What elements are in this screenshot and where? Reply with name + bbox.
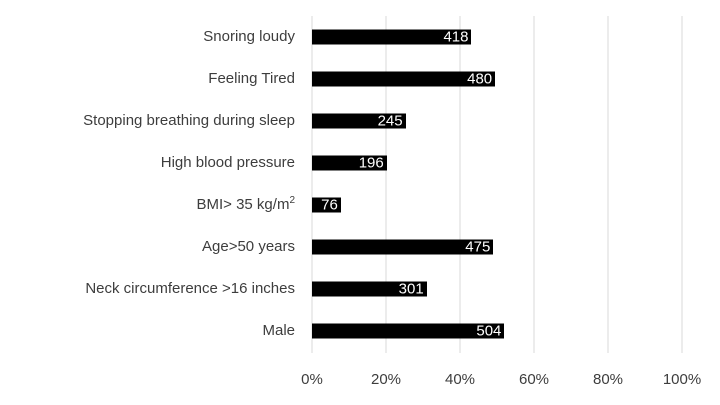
category-label: Male xyxy=(262,321,295,339)
bar-track: 245 xyxy=(312,100,682,142)
bar-row: BMI> 35 kg/m2 76 xyxy=(0,184,720,226)
category-label: High blood pressure xyxy=(160,153,295,171)
bar-row: Snoring loudy 418 xyxy=(0,16,720,58)
x-axis-tick-label: 0% xyxy=(301,371,323,388)
bar-value-label: 245 xyxy=(377,112,403,130)
bar: 418 xyxy=(312,28,472,46)
x-axis: 0% 20% 40% 60% 80% 100% xyxy=(301,371,701,393)
gridline xyxy=(459,16,461,353)
bar-value-label: 196 xyxy=(358,154,384,172)
bar: 76 xyxy=(312,196,341,214)
bar-value-label: 76 xyxy=(321,196,338,214)
category-label: BMI> 35 kg/m2 xyxy=(196,194,295,213)
bar-track: 475 xyxy=(312,226,682,268)
bar-track: 76 xyxy=(312,184,682,226)
category-label: Feeling Tired xyxy=(208,69,295,87)
bar-track: 504 xyxy=(312,310,682,352)
bar-value-label: 475 xyxy=(465,238,491,256)
plot-area xyxy=(311,16,683,353)
x-axis-tick-label: 60% xyxy=(518,371,550,388)
bar-track: 480 xyxy=(312,58,682,100)
category-label: Stopping breathing during sleep xyxy=(83,111,295,129)
category-label: Snoring loudy xyxy=(203,27,295,45)
gridline xyxy=(533,16,535,353)
x-axis-tick-label: 100% xyxy=(662,371,702,388)
bar: 196 xyxy=(312,154,387,172)
gridline xyxy=(681,16,683,353)
bar-value-label: 504 xyxy=(476,322,502,340)
bar-value-label: 301 xyxy=(398,280,424,298)
x-axis-tick-label: 20% xyxy=(370,371,402,388)
bar-track: 418 xyxy=(312,16,682,58)
bar-row: Male 504 xyxy=(0,310,720,352)
gridline xyxy=(607,16,609,353)
bar-row: Neck circumference >16 inches 301 xyxy=(0,268,720,310)
bar: 475 xyxy=(312,238,494,256)
x-axis-tick-label: 80% xyxy=(592,371,624,388)
bar-row: Feeling Tired 480 xyxy=(0,58,720,100)
bar-value-label: 418 xyxy=(443,28,469,46)
bar-row: Age>50 years 475 xyxy=(0,226,720,268)
bar: 480 xyxy=(312,70,496,88)
bar: 245 xyxy=(312,112,406,130)
category-label: Age>50 years xyxy=(202,237,295,255)
gridline xyxy=(311,16,313,353)
bar-row: High blood pressure 196 xyxy=(0,142,720,184)
bar: 301 xyxy=(312,280,427,298)
x-axis-tick-label: 40% xyxy=(444,371,476,388)
category-label-superscript: 2 xyxy=(289,194,295,206)
gridline xyxy=(385,16,387,353)
bar-value-label: 480 xyxy=(467,70,493,88)
bar: 504 xyxy=(312,322,505,340)
bar-track: 301 xyxy=(312,268,682,310)
bar-track: 196 xyxy=(312,142,682,184)
bar-rows: Snoring loudy 418 Feeling Tired 480 Stop… xyxy=(0,16,720,352)
bar-row: Stopping breathing during sleep 245 xyxy=(0,100,720,142)
category-label: Neck circumference >16 inches xyxy=(85,279,295,297)
